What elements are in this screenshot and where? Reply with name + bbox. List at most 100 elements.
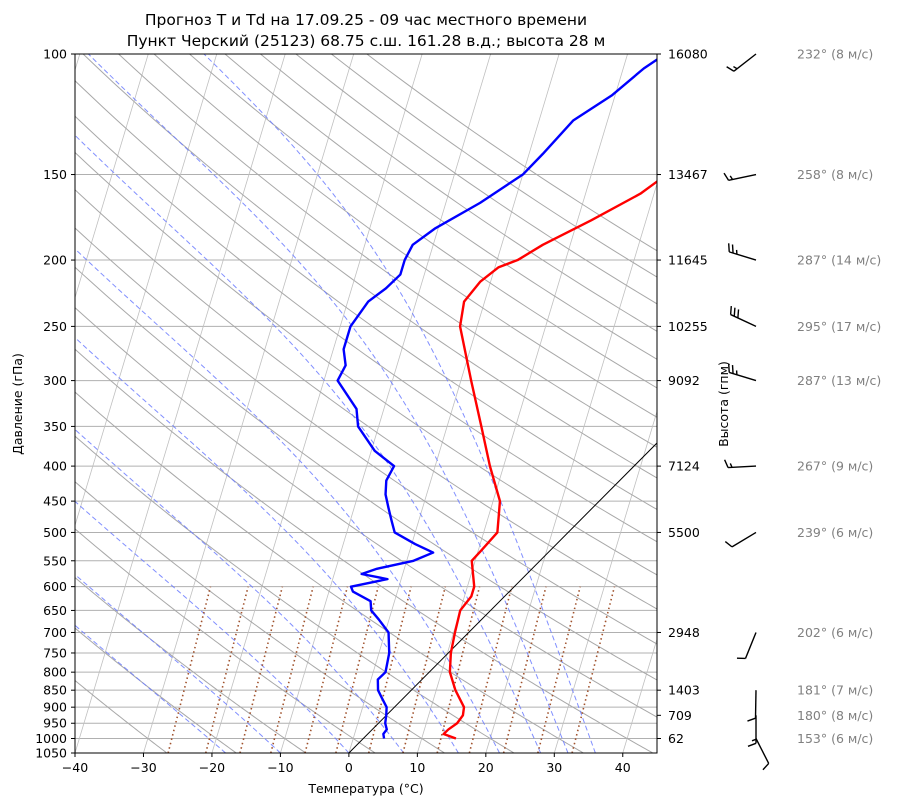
wind-barb — [755, 738, 770, 771]
mixing-ratio-line — [204, 586, 249, 753]
moist-adiabat-line — [75, 336, 459, 753]
wind-barb-flag — [723, 172, 730, 181]
wind-label: 239° (6 м/с) — [797, 525, 873, 540]
y-tick-label: 1050 — [35, 746, 67, 761]
dry-adiabat-line — [153, 54, 657, 418]
wind-barb-shaft — [729, 371, 757, 382]
isotherm-line — [75, 54, 218, 527]
height-tick-label: 1403 — [668, 683, 700, 698]
dry-adiabat-line — [75, 679, 168, 753]
x-tick-label: 30 — [546, 760, 562, 775]
temperature-line — [442, 180, 657, 740]
dry-adiabat-line — [75, 151, 657, 576]
moist-adiabat-line — [75, 573, 281, 753]
wind-barb-shaft — [733, 53, 757, 72]
height-tick-label: 5500 — [668, 525, 700, 540]
dry-adiabat-line — [75, 227, 657, 645]
dry-adiabat-line — [75, 348, 654, 753]
height-tick-label: 9092 — [668, 373, 700, 388]
y-tick-label: 850 — [43, 683, 67, 698]
x-tick-label: 40 — [615, 760, 631, 775]
moist-adiabat-line — [203, 54, 596, 753]
isotherm-line — [416, 54, 628, 753]
mixing-ratio-line — [367, 586, 412, 753]
wind-barb — [727, 363, 757, 382]
dry-adiabat-line — [75, 266, 657, 681]
isotherm-line — [75, 54, 286, 753]
wind-barb-flag — [727, 363, 730, 373]
wind-barb-shaft — [728, 173, 757, 182]
moist-adiabat-line — [75, 248, 500, 753]
y-tick-label: 150 — [43, 167, 67, 182]
wind-label: 287° (13 м/с) — [797, 373, 881, 388]
wind-barb — [747, 715, 757, 747]
y-tick-label: 1000 — [35, 731, 67, 746]
height-tick-label: 10255 — [668, 319, 708, 334]
y-tick-label: 600 — [43, 579, 67, 594]
x-tick-label: −40 — [62, 760, 88, 775]
dry-adiabat-line — [82, 54, 657, 479]
wind-barb — [723, 459, 757, 469]
dry-adiabat-line — [75, 481, 445, 753]
y-tick-label: 100 — [43, 47, 67, 62]
y-tick-label: 550 — [43, 553, 67, 568]
profile-series — [336, 58, 657, 740]
x-tick-label: −30 — [130, 760, 156, 775]
moist-adiabat-line — [75, 428, 405, 753]
moist-adiabat-line — [75, 500, 350, 753]
x-tick-label: −10 — [267, 760, 293, 775]
moist-adiabats — [75, 54, 596, 753]
dry-adiabat-line — [118, 54, 657, 448]
wind-barb-half-flag — [729, 463, 733, 468]
wind-label: 287° (14 м/с) — [797, 253, 881, 268]
mixing-ratio-line — [167, 586, 212, 753]
wind-barb-half-flag — [733, 65, 738, 70]
dry-adiabat-line — [75, 435, 515, 753]
wind-barb-half-flag — [751, 738, 757, 742]
height-tick-label: 7124 — [668, 459, 700, 474]
dry-adiabat-line — [75, 306, 657, 718]
isobar-grid — [75, 54, 657, 753]
dry-adiabat-line — [331, 54, 657, 278]
parcel-line — [348, 442, 657, 753]
wind-label: 181° (7 м/с) — [797, 683, 873, 698]
y-tick-label: 250 — [43, 319, 67, 334]
moist-adiabat-line — [75, 624, 226, 753]
x-tick-label: 10 — [409, 760, 425, 775]
wind-barb-flag — [747, 742, 757, 747]
mixing-ratio-line — [402, 586, 447, 753]
wind-barb — [724, 531, 757, 548]
y-tick-label: 650 — [43, 603, 67, 618]
wind-barb-flag — [727, 243, 730, 252]
x-tick-label: 0 — [345, 760, 353, 775]
wind-barb — [736, 632, 757, 660]
mixing-ratio-line — [304, 586, 349, 753]
dry-adiabat-line — [75, 576, 306, 753]
parcel-line — [348, 442, 657, 753]
mixing-ratio-line — [335, 586, 379, 753]
y-tick-label: 350 — [43, 419, 67, 434]
wind-barb-flag — [723, 459, 729, 468]
wind-label: 295° (17 м/с) — [797, 319, 881, 334]
dry-adiabat-line — [75, 627, 237, 753]
wind-barb-shaft — [731, 531, 757, 548]
y-tick-label: 400 — [43, 459, 67, 474]
dry-adiabat-line — [75, 391, 584, 753]
y-tick-label: 200 — [43, 253, 67, 268]
isotherm-line — [211, 54, 423, 753]
y-tick-label: 800 — [43, 665, 67, 680]
wind-barb — [727, 243, 757, 261]
mixing-ratio-line — [239, 586, 284, 753]
y-tick-label: 450 — [43, 494, 67, 509]
mixing-ratio-line — [571, 586, 616, 753]
wind-barb-half-flag — [729, 175, 734, 180]
isotherm-line — [143, 54, 355, 753]
height-axis-label: Высота (гпм) — [716, 361, 731, 447]
wind-barb-flag — [724, 541, 733, 548]
dry-adiabat-line — [75, 115, 657, 543]
wind-barb-flag — [737, 309, 740, 318]
wind-barb — [747, 690, 757, 722]
height-tick-label: 16080 — [668, 47, 708, 62]
